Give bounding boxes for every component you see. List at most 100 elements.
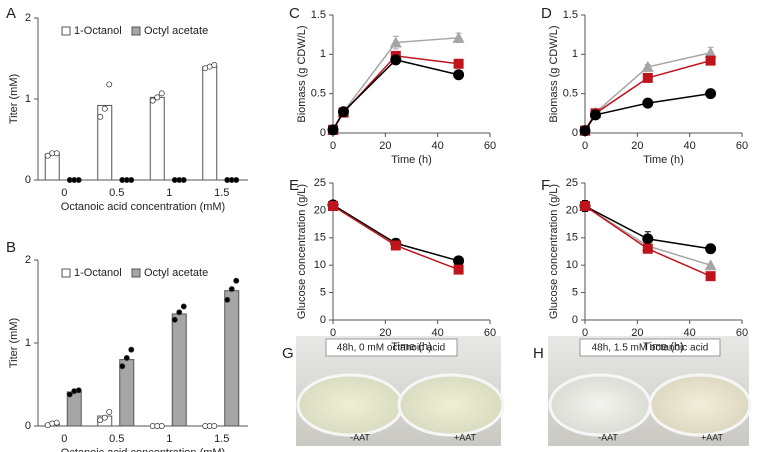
x-tick-label: 1.5 bbox=[214, 433, 229, 445]
marker bbox=[337, 106, 349, 118]
x-tick-label: 60 bbox=[736, 327, 748, 339]
point bbox=[180, 177, 187, 183]
photo-caption: 48h, 0 mM octanoic acid bbox=[337, 343, 445, 354]
dish bbox=[648, 373, 752, 437]
photo-label: +AAT bbox=[701, 432, 724, 442]
point bbox=[53, 419, 60, 426]
marker bbox=[580, 201, 590, 212]
point bbox=[176, 309, 183, 316]
panel-letter: B bbox=[6, 239, 16, 256]
panel-letter: G bbox=[282, 345, 294, 362]
x-tick-label: 1.5 bbox=[214, 187, 229, 199]
marker bbox=[579, 125, 591, 137]
panel-letter: C bbox=[289, 5, 300, 22]
series-line bbox=[332, 59, 459, 131]
photo-g: 48h, 0 mM octanoic acid -AAT +AAT G bbox=[282, 336, 505, 446]
x-tick-label: 0 bbox=[330, 327, 336, 339]
point bbox=[211, 423, 218, 429]
x-axis-label: Octanoic acid concentration (mM) bbox=[61, 201, 225, 213]
point bbox=[224, 296, 231, 303]
point bbox=[44, 152, 51, 159]
y-tick-label: 25 bbox=[314, 177, 326, 189]
marker bbox=[452, 31, 465, 43]
marker bbox=[453, 264, 464, 275]
marker bbox=[705, 55, 716, 66]
x-tick-label: 40 bbox=[432, 327, 444, 339]
series-line bbox=[332, 55, 459, 131]
x-tick-label: 40 bbox=[684, 327, 696, 339]
y-tick-label: 1 bbox=[25, 93, 31, 105]
marker bbox=[389, 36, 402, 48]
marker bbox=[453, 69, 465, 81]
point bbox=[75, 387, 82, 394]
x-tick-label: 60 bbox=[736, 140, 748, 152]
marker bbox=[390, 54, 402, 66]
y-tick-label: 2 bbox=[25, 12, 31, 24]
point bbox=[106, 408, 113, 415]
marker bbox=[453, 58, 464, 69]
x-tick-label: 0 bbox=[330, 140, 336, 152]
y-tick-label: 1.5 bbox=[311, 9, 326, 21]
dish bbox=[397, 373, 505, 437]
y-tick-label: 0 bbox=[320, 127, 326, 139]
x-tick-label: 0 bbox=[61, 187, 67, 199]
x-tick-label: 20 bbox=[631, 140, 643, 152]
x-axis-label: Octanoic acid concentration (mM) bbox=[61, 447, 225, 452]
legend-label: 1-Octanol bbox=[74, 25, 122, 37]
point bbox=[233, 277, 240, 284]
point bbox=[119, 363, 126, 370]
x-tick-label: 20 bbox=[631, 327, 643, 339]
bar bbox=[202, 66, 218, 181]
point bbox=[97, 417, 104, 424]
point bbox=[154, 94, 161, 101]
photo-caption: 48h, 1.5 mM octanoic acid bbox=[592, 343, 709, 354]
x-axis-label: Time (h) bbox=[643, 154, 684, 166]
bar bbox=[149, 96, 165, 181]
point bbox=[123, 354, 130, 361]
point bbox=[171, 316, 178, 323]
marker bbox=[641, 60, 654, 72]
y-tick-label: 0 bbox=[572, 314, 578, 326]
y-tick-label: 20 bbox=[314, 204, 326, 216]
point bbox=[101, 414, 108, 421]
point bbox=[97, 113, 104, 120]
dish bbox=[296, 373, 404, 437]
caption-box bbox=[325, 338, 458, 357]
marker bbox=[589, 109, 601, 121]
photo-label: -AAT bbox=[598, 432, 618, 442]
legend-swatch bbox=[61, 268, 71, 278]
legend-swatch bbox=[61, 26, 71, 36]
series-line bbox=[584, 92, 711, 132]
x-tick-label: 0.5 bbox=[109, 187, 124, 199]
y-axis-label: Biomass (g CDW/L) bbox=[548, 25, 560, 122]
point bbox=[149, 97, 156, 104]
x-tick-label: 1 bbox=[166, 433, 172, 445]
point bbox=[101, 105, 108, 112]
marker bbox=[328, 201, 338, 212]
bar bbox=[97, 104, 113, 181]
marker bbox=[705, 88, 717, 100]
photo-label: -AAT bbox=[350, 432, 370, 442]
x-tick-label: 60 bbox=[484, 327, 496, 339]
point bbox=[53, 150, 60, 157]
y-tick-label: 0.5 bbox=[311, 88, 326, 100]
x-tick-label: 0 bbox=[582, 140, 588, 152]
y-axis-label: Glucose concentration (g/L) bbox=[296, 184, 308, 319]
x-tick-label: 60 bbox=[484, 140, 496, 152]
panel-letter: A bbox=[6, 5, 16, 22]
point bbox=[211, 62, 218, 68]
x-tick-label: 20 bbox=[379, 140, 391, 152]
y-axis-label: Glucose concentration (g/L) bbox=[548, 184, 560, 319]
point bbox=[233, 177, 240, 183]
x-tick-label: 40 bbox=[432, 140, 444, 152]
bar bbox=[171, 313, 187, 427]
point bbox=[128, 346, 135, 353]
y-tick-label: 2 bbox=[25, 254, 31, 266]
x-axis-label: Time (h) bbox=[391, 154, 432, 166]
y-tick-label: 1 bbox=[25, 337, 31, 349]
marker bbox=[642, 243, 653, 254]
y-tick-label: 5 bbox=[572, 287, 578, 299]
y-tick-label: 20 bbox=[566, 204, 578, 216]
photo-label: +AAT bbox=[454, 432, 477, 442]
photo-h: 48h, 1.5 mM octanoic acid -AAT +AAT H bbox=[533, 336, 752, 446]
